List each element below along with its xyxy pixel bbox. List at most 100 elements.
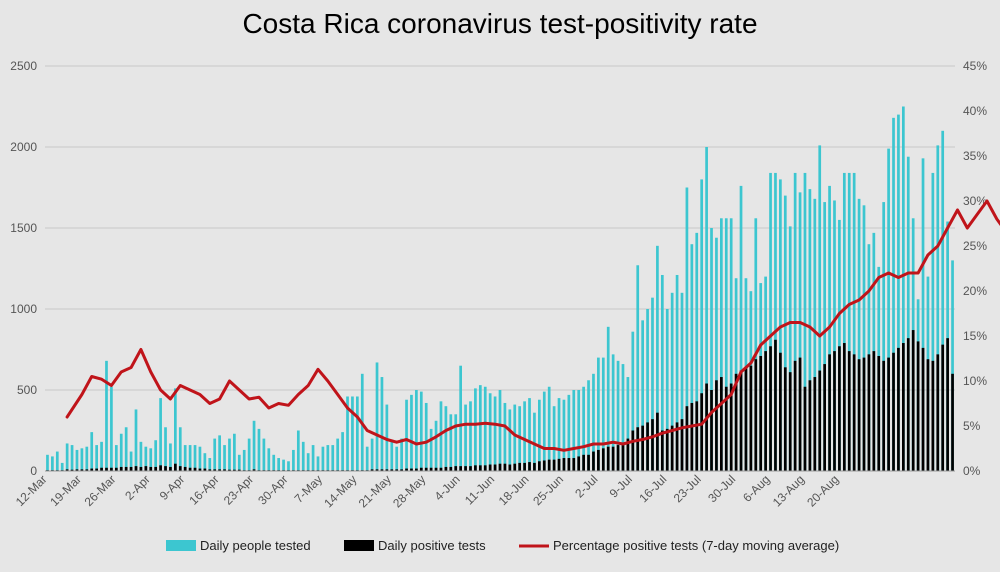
bar-tested xyxy=(892,117,895,471)
bar-tested xyxy=(887,148,890,471)
bar-positive xyxy=(518,462,522,471)
bar-tested xyxy=(346,396,349,471)
bar-positive xyxy=(424,467,428,471)
bar-positive xyxy=(582,454,585,471)
bar-tested xyxy=(90,432,94,471)
bar-positive xyxy=(793,360,797,471)
bar-positive xyxy=(936,354,940,471)
y-right-tick-label: 35% xyxy=(963,149,987,163)
bar-tested xyxy=(65,443,69,471)
bar-tested xyxy=(252,420,256,471)
y-right-tick-label: 5% xyxy=(963,419,981,433)
bar-tested xyxy=(164,427,167,471)
bar-tested xyxy=(237,454,241,471)
bar-tested xyxy=(459,365,463,471)
bar-positive xyxy=(469,466,472,471)
bar-positive xyxy=(483,465,487,471)
bar-positive xyxy=(798,357,802,471)
bar-tested xyxy=(562,399,566,471)
bar-positive xyxy=(233,469,236,471)
bar-tested xyxy=(341,432,344,471)
bar-positive xyxy=(926,359,930,471)
bar-tested xyxy=(808,189,812,471)
bar-tested xyxy=(70,445,74,471)
bar-positive xyxy=(395,469,399,471)
bar-positive xyxy=(592,451,595,471)
bar-positive xyxy=(552,459,556,471)
bar-tested xyxy=(636,265,640,471)
bar-tested xyxy=(754,218,758,471)
bar-tested xyxy=(941,130,945,472)
bar-positive xyxy=(547,459,551,471)
bar-positive xyxy=(729,383,733,471)
bar-positive xyxy=(754,359,758,471)
y-left-tick-label: 2000 xyxy=(10,140,37,154)
bar-tested xyxy=(901,106,905,471)
bar-tested xyxy=(301,441,305,471)
x-tick-label: 16-Jul xyxy=(636,472,669,505)
bar-positive xyxy=(370,469,374,471)
x-tick-label: 14-May xyxy=(321,472,359,510)
bar-positive xyxy=(528,462,531,471)
bar-tested xyxy=(370,438,374,471)
bar-positive xyxy=(193,467,197,471)
bar-tested xyxy=(739,185,743,471)
bar-tested xyxy=(336,438,340,471)
bar-tested xyxy=(488,393,492,471)
bar-tested xyxy=(788,226,792,471)
bar-tested xyxy=(119,433,123,471)
bar-positive xyxy=(774,339,777,471)
bar-tested xyxy=(695,232,699,471)
x-tick-label: 28-May xyxy=(390,472,428,510)
x-tick-label: 9-Jul xyxy=(607,472,635,500)
bar-positive xyxy=(931,360,935,471)
bar-positive xyxy=(685,406,689,471)
bar-tested xyxy=(242,449,246,471)
bar-positive xyxy=(513,463,517,471)
bar-tested xyxy=(429,428,433,471)
x-tick-label: 26-Mar xyxy=(82,472,119,509)
bar-positive xyxy=(901,343,905,471)
bar-positive xyxy=(882,360,886,471)
x-tick-label: 4-Jun xyxy=(432,472,463,503)
bar-positive xyxy=(129,466,133,471)
y-left-tick-label: 500 xyxy=(17,383,37,397)
bar-tested xyxy=(611,354,615,471)
bar-tested xyxy=(626,377,630,471)
bar-positive xyxy=(557,458,561,471)
bar-tested xyxy=(552,406,556,471)
bar-tested xyxy=(306,453,310,471)
bar-positive xyxy=(70,469,74,471)
bar-positive xyxy=(764,351,767,471)
bar-tested xyxy=(178,427,182,471)
bar-tested xyxy=(813,198,817,471)
y-right-tick-label: 40% xyxy=(963,104,987,118)
bar-tested xyxy=(651,297,654,471)
bar-tested xyxy=(641,320,645,471)
bar-positive xyxy=(641,425,645,471)
bar-positive xyxy=(705,383,708,471)
x-tick-label: 25-Jun xyxy=(530,472,566,508)
bar-tested xyxy=(380,377,384,471)
bar-positive xyxy=(744,367,748,471)
bar-tested xyxy=(783,195,787,471)
bar-positive xyxy=(110,467,113,471)
bar-positive xyxy=(660,430,664,471)
bar-positive xyxy=(218,469,221,471)
bar-tested xyxy=(183,445,187,471)
x-tick-label: 6-Aug xyxy=(740,472,773,505)
bar-tested xyxy=(395,446,399,471)
legend-label-tested: Daily people tested xyxy=(200,538,311,553)
bar-positive xyxy=(419,467,423,471)
bar-positive xyxy=(951,373,954,471)
bar-positive xyxy=(877,355,881,471)
bar-tested xyxy=(228,438,231,471)
bar-positive xyxy=(818,370,822,471)
x-tick-label: 30-Apr xyxy=(255,472,290,507)
bar-tested xyxy=(719,218,723,471)
bar-tested xyxy=(292,449,295,471)
bar-positive xyxy=(252,469,256,471)
bar-tested xyxy=(316,456,320,471)
bar-positive xyxy=(144,466,148,471)
bar-positive xyxy=(567,458,571,471)
